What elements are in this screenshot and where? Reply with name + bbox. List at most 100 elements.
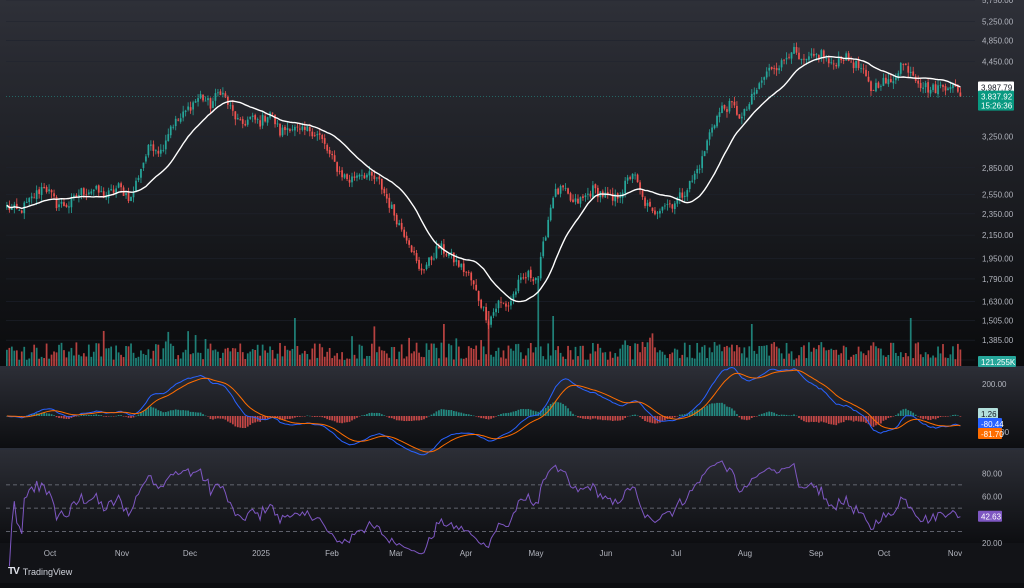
macd-histogram-bar bbox=[765, 412, 768, 416]
candle-body bbox=[107, 190, 110, 198]
candle-body bbox=[313, 135, 316, 136]
signal-line bbox=[6, 369, 961, 453]
volume-bar bbox=[636, 343, 639, 366]
macd-histogram-bar bbox=[470, 414, 473, 416]
macd-histogram-bar bbox=[716, 402, 718, 416]
volume-bar bbox=[294, 318, 296, 366]
macd-histogram-bar bbox=[631, 414, 634, 416]
candle-body bbox=[346, 174, 348, 180]
macd-histogram-bar bbox=[596, 416, 599, 420]
volume-bar bbox=[656, 352, 659, 366]
candle-body bbox=[388, 197, 391, 208]
price-axis-tick-label: 2,350.00 bbox=[982, 210, 1014, 219]
macd-histogram-bar bbox=[917, 416, 920, 417]
macd-histogram-bar bbox=[733, 410, 736, 416]
macd-histogram-bar bbox=[164, 411, 167, 416]
volume-bar bbox=[53, 351, 55, 366]
candle-body bbox=[624, 180, 627, 194]
volume-bar bbox=[589, 353, 592, 366]
tradingview-logo[interactable]: TV TradingView bbox=[8, 566, 72, 577]
volume-bar bbox=[241, 352, 244, 366]
volume-bar bbox=[92, 351, 95, 366]
volume-bar bbox=[25, 359, 28, 366]
macd-histogram-bar bbox=[351, 416, 353, 421]
candle-body bbox=[102, 191, 105, 198]
candle-body bbox=[174, 118, 177, 127]
time-axis-tick-label: Nov bbox=[948, 549, 962, 558]
rsi-axis-tick-label: 60.00 bbox=[982, 493, 1003, 502]
macd-histogram-bar bbox=[286, 416, 289, 420]
volume-bar bbox=[368, 355, 371, 366]
volume-bar bbox=[596, 343, 599, 366]
candle-body bbox=[187, 106, 190, 110]
macd-histogram-bar bbox=[567, 408, 569, 416]
candle-body bbox=[157, 150, 160, 154]
candle-body bbox=[202, 94, 204, 101]
candle-body bbox=[534, 277, 537, 281]
macd-histogram-bar bbox=[73, 416, 75, 417]
volume-bar bbox=[529, 342, 532, 366]
candle-body bbox=[460, 263, 463, 268]
candle-body bbox=[348, 179, 351, 183]
candle-body bbox=[517, 279, 520, 292]
macd-histogram-bar bbox=[331, 416, 334, 421]
volume-bar bbox=[167, 331, 170, 366]
volume-bar bbox=[696, 342, 699, 366]
candle-body bbox=[753, 92, 756, 95]
macd-histogram-bar bbox=[788, 415, 790, 416]
volume-bar bbox=[338, 359, 341, 366]
candle-body bbox=[371, 172, 373, 176]
macd-histogram-bar bbox=[606, 416, 609, 421]
candle-body bbox=[557, 188, 559, 195]
volume-bar bbox=[904, 352, 907, 366]
volume-bar bbox=[100, 356, 103, 366]
volume-bar bbox=[837, 354, 840, 366]
volume-bar bbox=[137, 356, 140, 366]
signal-line-value-label-box bbox=[978, 428, 1002, 439]
volume-bar bbox=[666, 358, 669, 366]
volume-bar bbox=[708, 347, 711, 366]
volume-bar bbox=[8, 347, 11, 366]
macd-histogram-bar bbox=[857, 416, 860, 422]
volume-bar bbox=[654, 347, 656, 366]
candle-body bbox=[254, 115, 257, 120]
candle-body bbox=[423, 269, 425, 271]
macd-histogram-bar bbox=[845, 416, 848, 421]
volume-bar bbox=[234, 348, 237, 366]
macd-histogram-bar bbox=[241, 416, 244, 429]
macd-histogram-bar bbox=[654, 416, 656, 424]
macd-histogram-bar bbox=[229, 416, 232, 423]
macd-histogram-bar bbox=[912, 412, 915, 416]
macd-histogram-bar bbox=[383, 415, 386, 416]
candle-body bbox=[683, 195, 686, 197]
candle-body bbox=[596, 187, 599, 198]
candle-body bbox=[500, 301, 502, 303]
macd-histogram-bar bbox=[887, 416, 890, 419]
macd-histogram-bar bbox=[952, 414, 954, 416]
candle-body bbox=[25, 201, 28, 203]
volume-bar bbox=[110, 346, 113, 366]
macd-histogram-bar bbox=[616, 416, 619, 421]
volume-bar bbox=[423, 357, 425, 366]
volume-bar bbox=[515, 344, 517, 366]
candle-body bbox=[701, 156, 704, 169]
candle-body bbox=[120, 183, 122, 188]
macd-histogram-bar bbox=[303, 416, 306, 417]
candle-body bbox=[318, 133, 321, 135]
volume-bar bbox=[400, 344, 403, 366]
rsi-axis-tick-label: 20.00 bbox=[982, 539, 1003, 548]
candle-body bbox=[306, 126, 309, 131]
candle-body bbox=[15, 203, 18, 209]
macd-histogram-bar bbox=[626, 416, 629, 417]
macd-histogram-bar bbox=[641, 416, 644, 419]
volume-bar bbox=[865, 355, 867, 366]
candle-body bbox=[244, 123, 247, 126]
volume-bar bbox=[311, 348, 314, 366]
candle-body bbox=[837, 56, 840, 67]
volume-bar bbox=[544, 359, 547, 366]
macd-histogram-bar bbox=[736, 414, 738, 416]
candle-body bbox=[594, 184, 597, 189]
candle-body bbox=[266, 117, 269, 123]
